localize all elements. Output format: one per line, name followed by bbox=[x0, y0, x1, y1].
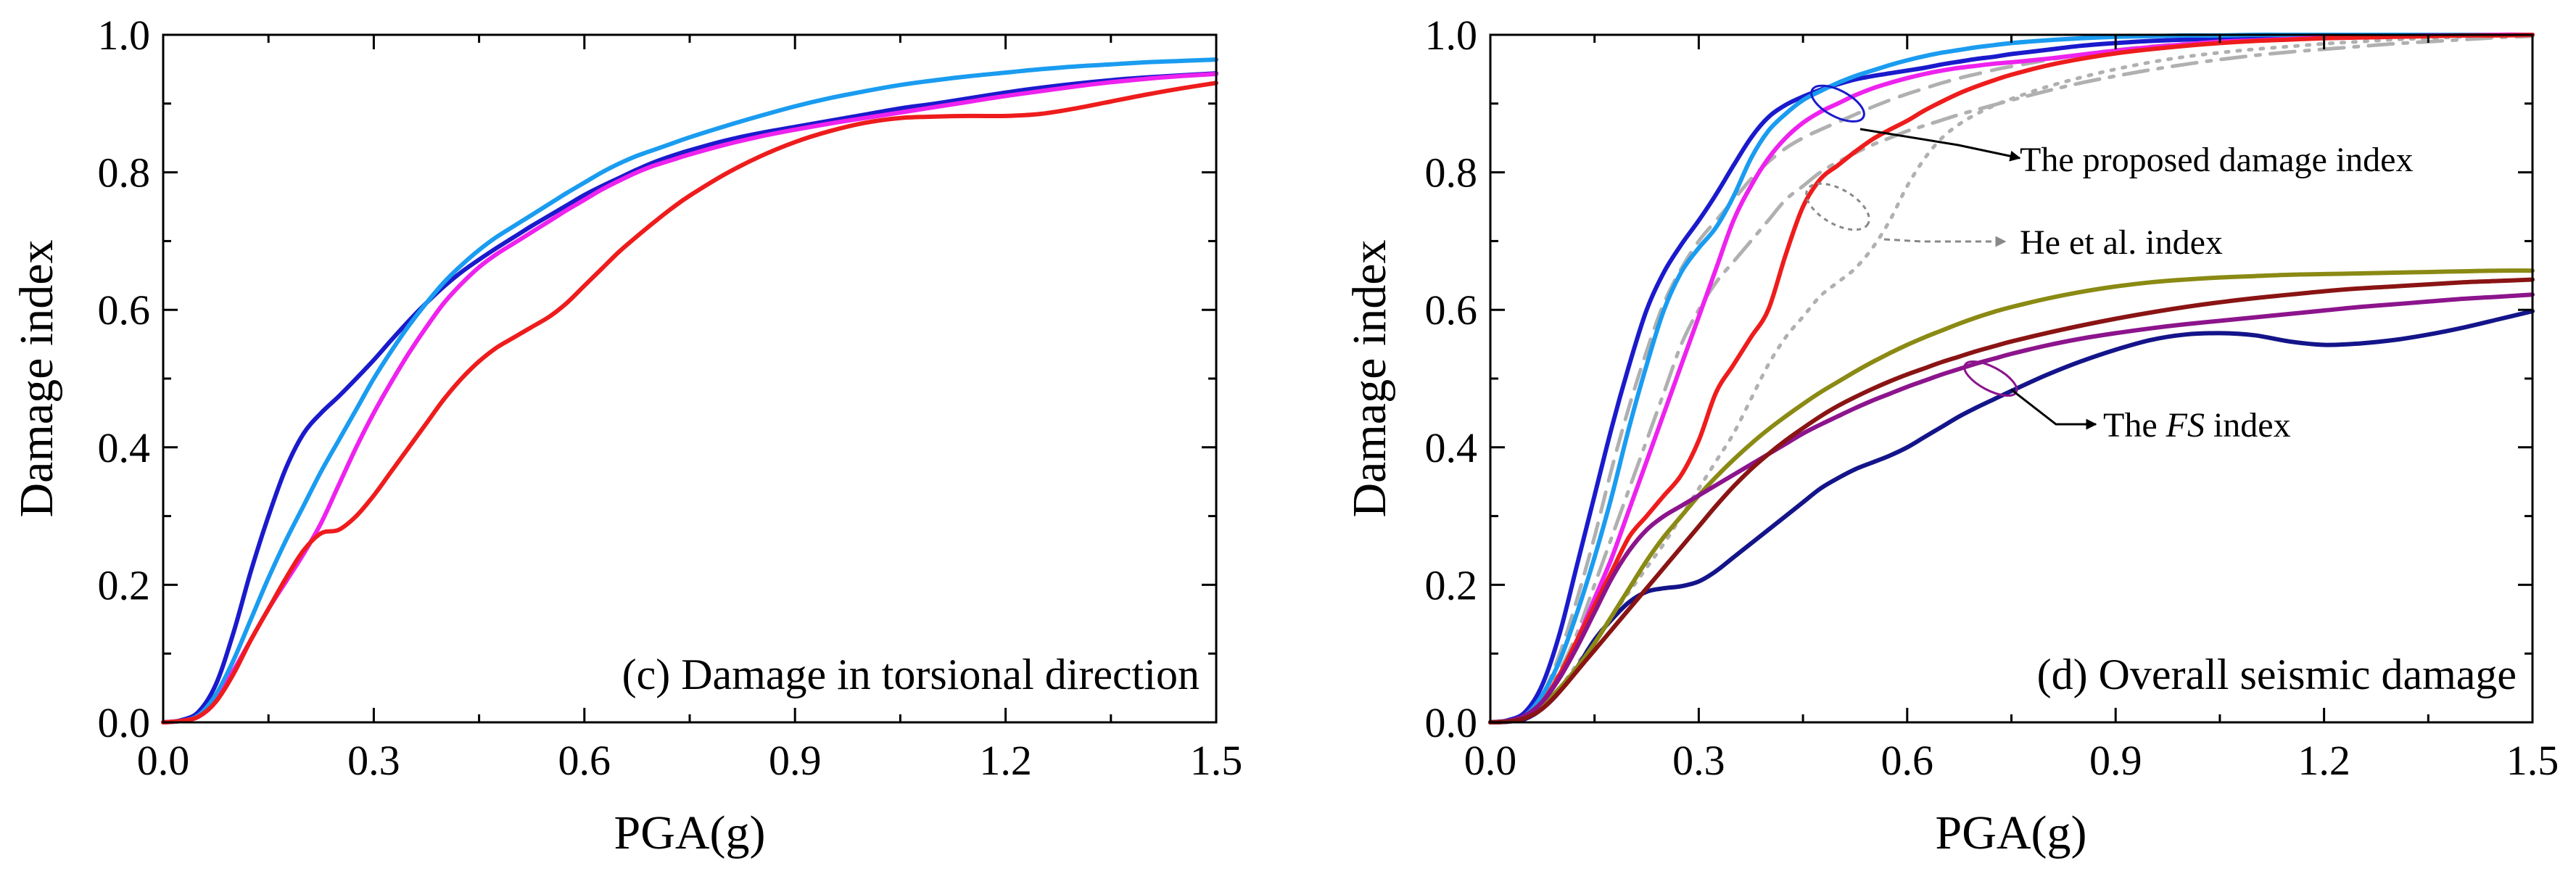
series-line-case-3 bbox=[161, 72, 1218, 725]
y-tick-label: 1.0 bbox=[98, 12, 151, 59]
annotation-label: He et al. index bbox=[2020, 223, 2223, 262]
annotation-label: The proposed damage index bbox=[2020, 141, 2413, 179]
series-group bbox=[1488, 32, 2535, 725]
y-tick-label: 1.0 bbox=[1425, 12, 1478, 59]
y-tick-label: 0.4 bbox=[98, 424, 151, 471]
annotation-label: The FS index bbox=[2103, 406, 2291, 445]
x-tick-label: 0.9 bbox=[2089, 737, 2142, 784]
y-tick-labels: 0.0 0.2 0.4 0.6 0.8 1.0 bbox=[98, 12, 151, 746]
series-line-fs-case-3 bbox=[1488, 292, 2535, 725]
y-tick-label: 0.6 bbox=[98, 286, 151, 334]
annotations: The proposed damage index He et al. index… bbox=[1805, 84, 2413, 445]
series-line-fs-case-4 bbox=[1488, 277, 2535, 725]
y-tick-label: 0.2 bbox=[98, 561, 151, 608]
x-tick-label: 0.6 bbox=[558, 737, 611, 784]
y-tick-labels: 0.0 0.2 0.4 0.6 0.8 1.0 bbox=[1425, 12, 1478, 746]
series-line-he-et-al-2 bbox=[1488, 34, 2535, 725]
x-tick-label: 0.3 bbox=[1672, 737, 1725, 784]
x-axis-title: PGA(g) bbox=[1936, 806, 2087, 859]
annotation-arrow bbox=[1883, 236, 2007, 247]
annotation-ellipse bbox=[1805, 182, 1870, 231]
panel-caption: (c) Damage in torsional direction bbox=[622, 651, 1200, 698]
annotation-arrow bbox=[1859, 128, 2021, 162]
x-tick-labels: 0.0 0.3 0.6 0.9 1.2 1.5 bbox=[137, 737, 1243, 784]
chart-panel-d: 0.0 0.2 0.4 0.6 0.8 1.0 0.0 0.3 0.6 0.9 1.2 1.5 Th… bbox=[1343, 12, 2559, 859]
x-tick-label: 0.0 bbox=[1464, 737, 1517, 784]
x-tick-label: 1.5 bbox=[1190, 737, 1243, 784]
tick-marks bbox=[162, 33, 1218, 724]
series-line-fs-case-2 bbox=[1488, 268, 2535, 725]
x-axis-title: PGA(g) bbox=[614, 806, 766, 859]
y-tick-label: 0.0 bbox=[98, 699, 151, 746]
x-tick-label: 0.3 bbox=[347, 737, 400, 784]
x-tick-label: 1.2 bbox=[2298, 737, 2350, 784]
panel-caption: (d) Overall seismic damage bbox=[2037, 651, 2517, 698]
series-line-fs-case-1 bbox=[1488, 309, 2535, 725]
x-tick-labels: 0.0 0.3 0.6 0.9 1.2 1.5 bbox=[1464, 737, 2559, 784]
annotation-ellipse bbox=[1963, 360, 2018, 397]
y-tick-label: 0.0 bbox=[1425, 699, 1478, 746]
y-tick-label: 0.4 bbox=[1425, 424, 1478, 471]
y-tick-label: 0.8 bbox=[98, 149, 151, 197]
series-line-proposed-case-4 bbox=[1488, 33, 2535, 725]
series-line-case-4 bbox=[161, 81, 1218, 725]
x-tick-label: 0.0 bbox=[137, 737, 190, 784]
y-axis-title: Damage index bbox=[10, 239, 63, 517]
annotation-arrow bbox=[2010, 388, 2097, 430]
x-tick-label: 1.2 bbox=[979, 737, 1032, 784]
y-tick-label: 0.8 bbox=[1425, 149, 1478, 197]
series-group bbox=[161, 57, 1218, 725]
series-line-proposed-case-1 bbox=[1488, 32, 2535, 725]
series-line-case-1 bbox=[161, 71, 1218, 725]
chart-panel-c: 0.0 0.2 0.4 0.6 0.8 1.0 0.0 0.3 0.6 0.9 1.2 1.5 PG… bbox=[10, 12, 1242, 859]
x-tick-label: 0.6 bbox=[1881, 737, 1934, 784]
y-tick-label: 0.6 bbox=[1425, 286, 1478, 334]
y-tick-label: 0.2 bbox=[1425, 561, 1478, 608]
series-line-case-2 bbox=[161, 57, 1218, 725]
tick-marks bbox=[1489, 33, 2534, 724]
annotation-ellipse bbox=[1810, 84, 1865, 123]
y-axis-title: Damage index bbox=[1343, 239, 1396, 517]
x-tick-label: 1.5 bbox=[2506, 737, 2559, 784]
x-tick-label: 0.9 bbox=[769, 737, 822, 784]
